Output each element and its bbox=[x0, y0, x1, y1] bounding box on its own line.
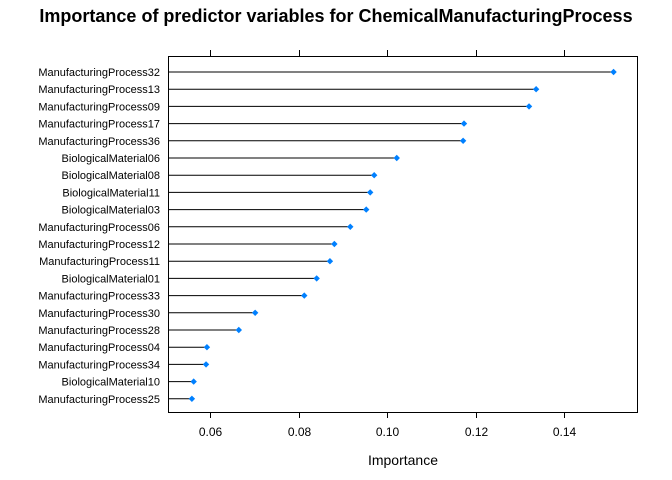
y-category-label: ManufacturingProcess32 bbox=[38, 67, 160, 79]
y-category-label: BiologicalMaterial11 bbox=[62, 187, 160, 199]
y-category-label: ManufacturingProcess06 bbox=[38, 222, 160, 234]
y-category-label: BiologicalMaterial06 bbox=[62, 153, 160, 165]
importance-point bbox=[367, 189, 374, 196]
y-category-label: ManufacturingProcess12 bbox=[38, 239, 160, 251]
y-category-label: BiologicalMaterial10 bbox=[62, 377, 160, 389]
y-category-label: ManufacturingProcess17 bbox=[38, 119, 160, 131]
importance-point bbox=[370, 172, 378, 179]
importance-point bbox=[190, 378, 197, 385]
importance-point bbox=[251, 309, 259, 316]
importance-point bbox=[235, 326, 242, 334]
x-tick-label: 0.08 bbox=[288, 425, 312, 439]
importance-point bbox=[610, 68, 617, 76]
x-axis-label: Importance bbox=[368, 452, 438, 468]
importance-point bbox=[393, 154, 400, 162]
y-category-label: ManufacturingProcess33 bbox=[38, 291, 160, 303]
y-category-label: ManufacturingProcess36 bbox=[38, 136, 160, 148]
importance-point bbox=[188, 395, 196, 402]
importance-point bbox=[331, 240, 338, 248]
x-tick-label: 0.10 bbox=[376, 425, 400, 439]
y-category-label: ManufacturingProcess04 bbox=[38, 342, 160, 354]
x-axis-bottom: 0.06 0.08 0.10 0.12 0.14 bbox=[199, 412, 577, 439]
importance-segments bbox=[168, 71, 614, 400]
chart-title: Importance of predictor variables for Ch… bbox=[39, 6, 632, 26]
importance-point bbox=[532, 86, 540, 93]
y-category-label: ManufacturingProcess34 bbox=[38, 359, 160, 371]
x-tick-label: 0.06 bbox=[199, 425, 223, 439]
y-axis-labels: ManufacturingProcess32 ManufacturingProce… bbox=[38, 67, 160, 406]
importance-point bbox=[203, 344, 211, 351]
importance-point bbox=[459, 137, 467, 144]
y-category-label: BiologicalMaterial01 bbox=[62, 273, 160, 285]
importance-points bbox=[188, 68, 617, 402]
y-category-label: ManufacturingProcess13 bbox=[38, 84, 160, 96]
importance-point bbox=[363, 206, 370, 213]
y-category-label: ManufacturingProcess25 bbox=[38, 394, 160, 406]
importance-point bbox=[326, 258, 334, 265]
importance-point bbox=[202, 361, 210, 368]
y-category-label: ManufacturingProcess28 bbox=[38, 325, 160, 337]
importance-point bbox=[347, 223, 354, 230]
y-category-label: ManufacturingProcess30 bbox=[38, 308, 160, 320]
y-category-label: ManufacturingProcess09 bbox=[38, 101, 160, 113]
importance-point bbox=[313, 275, 320, 282]
x-axis-top bbox=[210, 50, 565, 56]
importance-point bbox=[525, 103, 533, 110]
x-tick-label: 0.14 bbox=[553, 425, 577, 439]
y-category-label: BiologicalMaterial03 bbox=[62, 205, 160, 217]
importance-point bbox=[301, 292, 308, 299]
y-category-label: BiologicalMaterial08 bbox=[62, 170, 160, 182]
x-tick-label: 0.12 bbox=[465, 425, 489, 439]
plot-frame bbox=[168, 56, 638, 413]
y-category-label: ManufacturingProcess11 bbox=[39, 256, 160, 268]
importance-point bbox=[460, 120, 468, 127]
